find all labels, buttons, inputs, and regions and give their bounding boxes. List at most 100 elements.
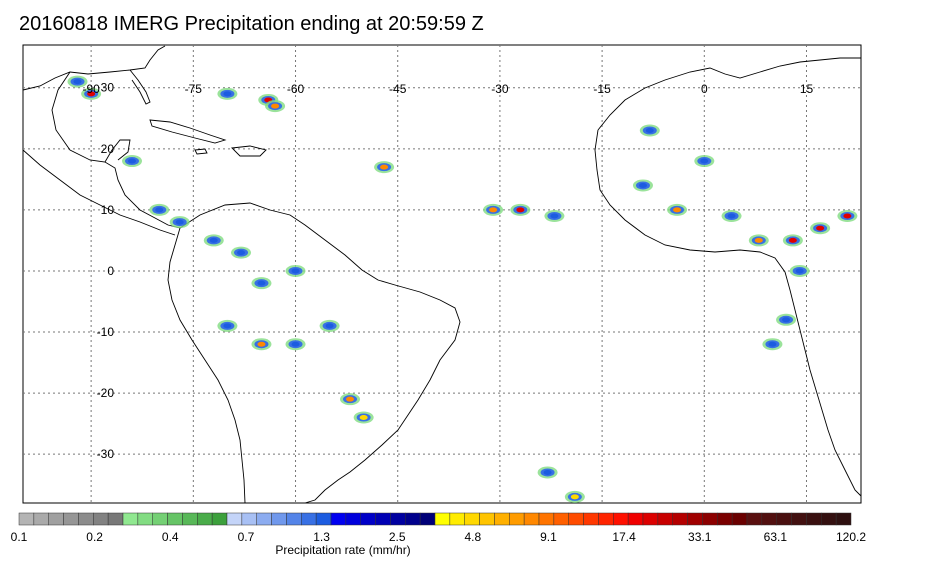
precip-core xyxy=(788,237,797,243)
colorbar-swatch xyxy=(286,512,302,526)
colorbar-tick-label: 2.5 xyxy=(388,530,406,544)
coastline-cuba xyxy=(149,119,227,144)
colorbar-swatch xyxy=(93,512,109,526)
precip-core xyxy=(128,158,137,164)
lat-tick-label: 30 xyxy=(101,81,115,95)
colorbar-swatch xyxy=(78,512,94,526)
colorbar-swatch xyxy=(271,512,287,526)
precip-core xyxy=(346,396,355,402)
colorbar-swatches xyxy=(18,512,852,526)
lat-tick-label: -20 xyxy=(97,386,115,400)
colorbar-swatch xyxy=(509,512,525,526)
precip-core xyxy=(223,91,232,97)
lon-tick-label: 0 xyxy=(701,82,708,96)
precip-core xyxy=(570,494,579,500)
colorbar-tick-label: 17.4 xyxy=(612,530,636,544)
precip-core xyxy=(516,207,525,213)
lon-tick-label: -30 xyxy=(491,82,509,96)
precip-core xyxy=(325,323,334,329)
colorbar-swatch xyxy=(568,512,584,526)
lon-tick-label: -75 xyxy=(185,82,203,96)
colorbar-tick-label: 63.1 xyxy=(763,530,788,544)
coastline-south-america-west xyxy=(167,227,246,504)
coastlines xyxy=(22,45,862,504)
colorbar-tick-label: 9.1 xyxy=(540,530,557,544)
colorbar-tick-label: 0.7 xyxy=(237,530,255,544)
lat-tick-label: -10 xyxy=(97,325,115,339)
lon-tick-label: -90 xyxy=(82,82,100,96)
colorbar-swatch xyxy=(835,512,852,526)
colorbar-tick-label: 4.8 xyxy=(464,530,482,544)
colorbar-swatch xyxy=(479,512,495,526)
coastline-north-america xyxy=(22,45,166,91)
colorbar-swatch xyxy=(405,512,421,526)
colorbar-swatch xyxy=(122,512,139,526)
precipitation-cells xyxy=(67,75,858,503)
axis-labels: -90 -75 -60 -45 -30 -15 0 15 30 20 10 0 -10 -20 -30 xyxy=(82,81,813,461)
colorbar-swatch xyxy=(301,512,317,526)
coastline-gulf xyxy=(51,71,181,229)
precip-core xyxy=(209,237,218,243)
colorbar-swatch xyxy=(48,512,64,526)
colorbar-swatch xyxy=(137,512,153,526)
colorbar-swatch xyxy=(672,512,688,526)
colorbar-swatch xyxy=(642,512,659,526)
coastline-jamaica xyxy=(194,148,208,155)
colorbar-swatch xyxy=(598,512,614,526)
precip-core xyxy=(257,341,266,347)
precip-core xyxy=(816,225,825,231)
lon-tick-label: -15 xyxy=(593,82,611,96)
colorbar-tick-label: 1.3 xyxy=(313,530,330,544)
colorbar-swatch xyxy=(419,512,436,526)
colorbar-swatch xyxy=(375,512,391,526)
lon-tick-label: 15 xyxy=(800,82,814,96)
colorbar-swatch xyxy=(107,512,124,526)
colorbar-title: Precipitation rate (mm/hr) xyxy=(275,543,411,557)
colorbar-swatch xyxy=(657,512,673,526)
precip-core xyxy=(271,103,280,109)
coastline-hispaniola xyxy=(231,145,267,157)
colorbar-swatch xyxy=(494,512,510,526)
colorbar-swatch xyxy=(434,512,451,526)
colorbar-swatch xyxy=(627,512,644,526)
coastline-florida xyxy=(129,69,151,105)
colorbar-swatch xyxy=(182,512,198,526)
precip-core xyxy=(237,250,246,256)
map-title: 20160818 IMERG Precipitation ending at 2… xyxy=(19,13,484,35)
colorbar-swatch xyxy=(167,512,183,526)
coastline-yucatan xyxy=(104,139,131,163)
lat-tick-label: 10 xyxy=(101,203,115,217)
precip-core xyxy=(291,341,300,347)
colorbar-swatch xyxy=(390,512,406,526)
colorbar-swatch xyxy=(731,512,748,526)
colorbar-swatch xyxy=(746,512,763,526)
colorbar-swatch xyxy=(33,512,49,526)
precip-core xyxy=(782,317,791,323)
colorbar-swatch xyxy=(717,512,733,526)
precip-core xyxy=(155,207,164,213)
colorbar-swatch xyxy=(315,512,332,526)
colorbar-swatch xyxy=(449,512,465,526)
colorbar-swatch xyxy=(806,512,822,526)
colorbar-tick-label: 0.4 xyxy=(161,530,179,544)
colorbar-swatch xyxy=(197,512,213,526)
coastline-south-america xyxy=(179,202,461,504)
colorbar-swatch xyxy=(330,512,347,526)
colorbar-tick-label: 0.2 xyxy=(86,530,103,544)
precip-core xyxy=(700,158,709,164)
precip-core xyxy=(673,207,682,213)
precip-core xyxy=(359,415,368,421)
precip-core xyxy=(223,323,232,329)
colorbar-swatch xyxy=(821,512,837,526)
colorbar-tick-label: 0.1 xyxy=(10,530,28,544)
precip-core xyxy=(727,213,736,219)
precip-core xyxy=(638,182,647,188)
coastline-central-america-pacific xyxy=(22,149,176,236)
colorbar-swatch xyxy=(152,512,168,526)
colorbar-swatch xyxy=(538,512,555,526)
colorbar-swatch xyxy=(553,512,569,526)
lon-tick-label: -45 xyxy=(389,82,407,96)
lon-tick-label: -60 xyxy=(287,82,305,96)
precip-core xyxy=(489,207,498,213)
colorbar-swatch xyxy=(761,512,777,526)
